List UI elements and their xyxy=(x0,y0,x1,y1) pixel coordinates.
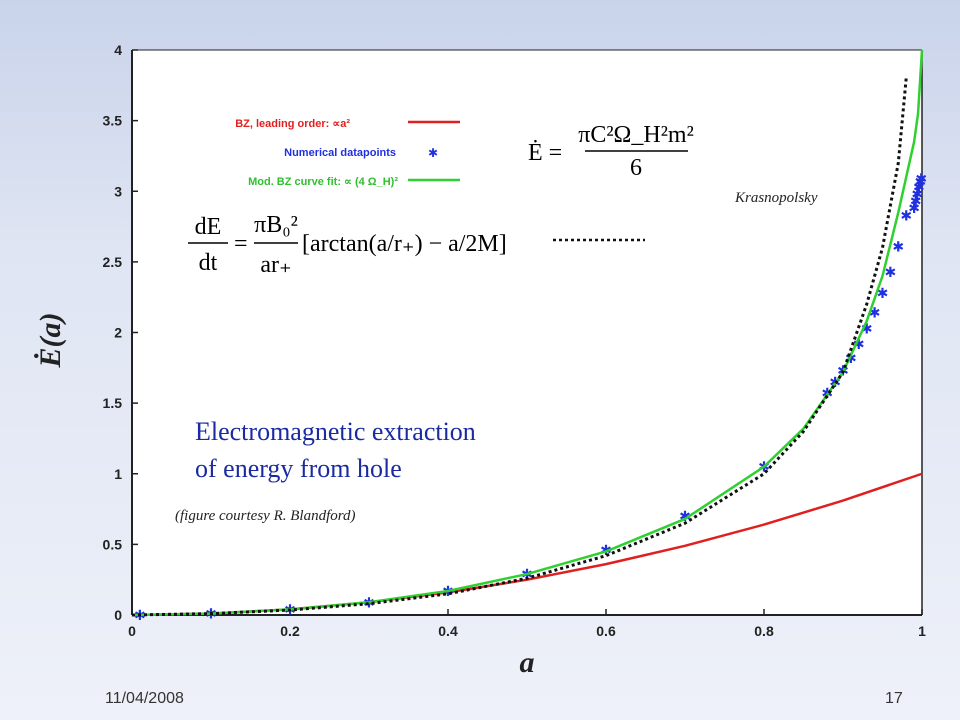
annotation-credit: (figure courtesy R. Blandford) xyxy=(175,508,356,524)
data-point: ✱ xyxy=(679,509,691,525)
footer-page-number: 17 xyxy=(885,690,903,707)
data-point: ✱ xyxy=(845,351,857,367)
formula-edot: Ė = πC²Ω_H²m² 6 xyxy=(528,122,694,181)
x-tick-label: 0.4 xyxy=(438,623,458,639)
y-tick-label: 0.5 xyxy=(103,536,123,552)
data-point: ✱ xyxy=(915,174,927,190)
krasnopolsky-dotted-line xyxy=(131,78,908,617)
y-tick-label: 1.5 xyxy=(103,395,123,411)
x-tick-label: 0.6 xyxy=(596,623,616,639)
data-point: ✱ xyxy=(877,286,889,302)
data-point: ✱ xyxy=(853,337,865,353)
data-point: ✱ xyxy=(913,180,925,196)
x-tick-label: 1 xyxy=(918,623,926,639)
formula-dedt-bracket: [arctan(a/r₊) − a/2M] xyxy=(302,231,507,257)
legend-label-bz: BZ, leading order: ∝a² xyxy=(235,118,350,130)
formula-edot-numerator: πC²Ω_H²m² xyxy=(578,122,694,148)
legend-swatch-numerical: ✱ xyxy=(428,146,438,160)
x-tick-label: 0 xyxy=(128,623,136,639)
annotation-krasnopolsky: Krasnopolsky xyxy=(734,190,818,206)
y-tick-label: 2.5 xyxy=(103,254,123,270)
annotation-main-line2: of energy from hole xyxy=(195,454,402,483)
legend: BZ, leading order: ∝a² Numerical datapoi… xyxy=(235,118,645,242)
y-tick-label: 1 xyxy=(114,466,122,482)
plot-area xyxy=(132,50,922,615)
formula-dedt-mid-denominator: ar₊ xyxy=(260,252,291,278)
annotation-main-line1: Electromagnetic extraction xyxy=(195,417,476,446)
legend-label-fit: Mod. BZ curve fit: ∝ (4 Ω_H)² xyxy=(248,176,398,188)
formula-dedt: dE dt = πB₀² ar₊ [arctan(a/r₊) − a/2M] xyxy=(188,212,507,278)
formula-dedt-numerator: dE xyxy=(195,214,222,240)
y-tick-label: 0 xyxy=(114,607,122,623)
formula-edot-denominator: 6 xyxy=(630,155,642,181)
x-axis-label: a xyxy=(520,646,535,679)
data-point: ✱ xyxy=(910,194,922,210)
y-tick-label: 3 xyxy=(114,183,122,199)
data-point: ✱ xyxy=(900,208,912,224)
data-point: ✱ xyxy=(861,321,873,337)
data-point: ✱ xyxy=(908,201,920,217)
y-tick-label: 3.5 xyxy=(103,113,123,129)
series-group: ✱ ✱ ✱ ✱✱✱✱✱✱✱✱✱✱✱✱✱✱✱✱✱✱✱✱✱✱✱ xyxy=(131,49,927,624)
data-point: ✱ xyxy=(915,172,927,188)
tick-group: 0 0.2 0.4 0.6 0.8 1 0 0.5 1 1.5 2 2.5 3 3.5 4 xyxy=(103,42,927,639)
x-tick-label: 0.8 xyxy=(754,623,774,639)
formula-edot-lhs: Ė = xyxy=(528,140,562,166)
footer-date: 11/04/2008 xyxy=(105,690,184,707)
formula-dedt-denominator: dt xyxy=(199,250,218,276)
y-tick-label: 2 xyxy=(114,325,122,341)
formula-dedt-equals: = xyxy=(234,231,248,257)
data-point: ✱ xyxy=(885,265,897,281)
x-tick-label: 0.2 xyxy=(280,623,300,639)
data-point: ✱ xyxy=(892,239,904,255)
formula-dedt-mid-numerator: πB₀² xyxy=(254,212,298,238)
legend-label-numerical: Numerical datapoints xyxy=(284,147,396,159)
data-point: ✱ xyxy=(911,187,923,203)
energy-extraction-chart: 0 0.2 0.4 0.6 0.8 100.511.522.533.54 ✱ ✱ ✱ ✱✱✱✱✱… xyxy=(34,42,927,679)
y-axis-label: Ė(a) xyxy=(34,313,67,369)
y-tick-label: 4 xyxy=(114,42,122,58)
data-point: ✱ xyxy=(869,306,881,322)
